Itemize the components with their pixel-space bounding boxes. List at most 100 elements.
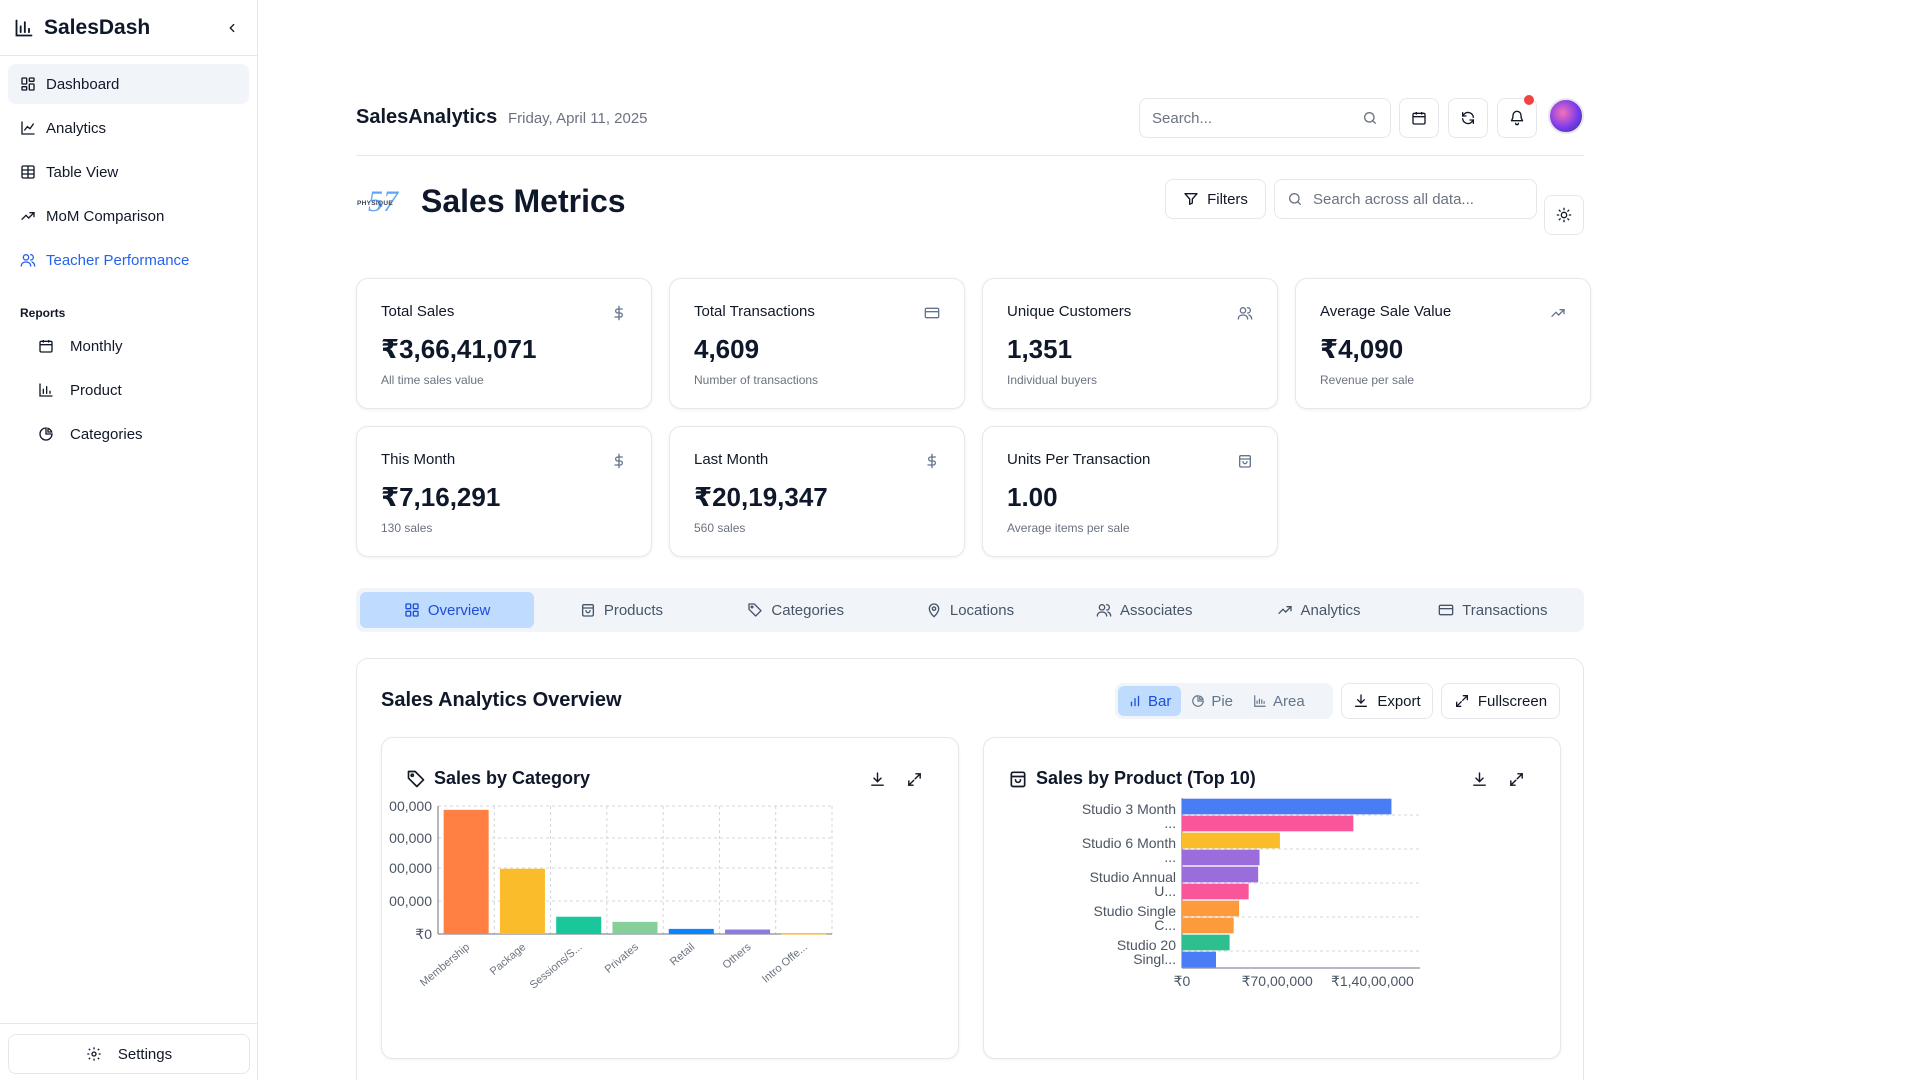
current-date: Friday, April 11, 2025 [508, 110, 648, 127]
user-avatar[interactable] [1548, 98, 1584, 134]
metric-card-this-month: This Month ₹7,16,291 130 sales [356, 426, 652, 557]
svg-text:PHYSIQUE: PHYSIQUE [357, 200, 393, 207]
users-icon [20, 253, 36, 267]
sidebar-item-mom-comparison[interactable]: MoM Comparison [8, 196, 249, 236]
refresh-button[interactable] [1448, 98, 1488, 138]
fullscreen-button[interactable]: Fullscreen [1441, 683, 1560, 719]
chart-type-pie[interactable]: Pie [1181, 686, 1243, 716]
tab-label: Overview [427, 601, 491, 619]
filter-icon [1184, 193, 1198, 205]
tab-label: Associates [1119, 601, 1193, 619]
data-search-input[interactable] [1313, 190, 1524, 208]
y-tick-label: C... [1154, 917, 1176, 933]
users-icon [1237, 307, 1253, 320]
export-label: Export [1377, 692, 1421, 710]
export-button[interactable]: Export [1341, 683, 1433, 719]
metric-card-unique-customers: Unique Customers 1,351 Individual buyers [982, 278, 1278, 409]
tab-label: Categories [771, 601, 844, 619]
notifications-button[interactable] [1497, 95, 1537, 138]
chart-download-button[interactable] [1468, 768, 1490, 790]
metric-title: Unique Customers [1007, 303, 1132, 320]
credit-card-icon [924, 307, 940, 319]
metric-subtitle: 130 sales [381, 521, 433, 535]
chart-expand-button[interactable] [903, 768, 925, 790]
sidebar-item-teacher-performance[interactable]: Teacher Performance [8, 240, 249, 280]
bell-icon [1510, 110, 1524, 126]
metric-value: 1.00 [1007, 482, 1058, 512]
map-pin-icon [928, 603, 940, 618]
metric-value: ₹3,66,41,071 [381, 334, 537, 364]
trending-up-icon [1551, 309, 1565, 317]
chart-type-bar[interactable]: Bar [1118, 686, 1182, 716]
tab-overview[interactable]: Overview [360, 592, 535, 628]
x-tick-label: Retail [668, 941, 697, 968]
tab-locations[interactable]: Locations [883, 592, 1057, 628]
shopping-bag-icon [581, 604, 594, 617]
y-tick-label: Singl... [1133, 951, 1176, 967]
y-tick-label: ₹0 [415, 926, 432, 942]
tag-icon [407, 770, 425, 788]
data-search[interactable] [1274, 179, 1537, 219]
page-header: 57 PHYSIQUE Sales Metrics Filters [356, 175, 1584, 235]
tab-transactions[interactable]: Transactions [1406, 592, 1580, 628]
sidebar-nav: Dashboard Analytics Table View MoM Compa… [0, 56, 257, 292]
sidebar-item-table-view[interactable]: Table View [8, 152, 249, 192]
chart-download-button[interactable] [866, 768, 888, 790]
sidebar-item-categories[interactable]: Categories [8, 414, 249, 454]
calendar-button[interactable] [1399, 98, 1439, 138]
search-input[interactable] [1152, 109, 1362, 127]
sidebar-item-monthly[interactable]: Monthly [8, 326, 249, 366]
metric-card-total-transactions: Total Transactions 4,609 Number of trans… [669, 278, 965, 409]
dollar-icon [927, 453, 936, 469]
bar-6 [1182, 900, 1240, 917]
dollar-icon [614, 453, 623, 469]
theme-toggle-button[interactable] [1544, 195, 1584, 235]
tab-associates[interactable]: Associates [1057, 592, 1231, 628]
metric-subtitle: Number of transactions [694, 373, 819, 387]
collapse-sidebar-button[interactable] [221, 17, 243, 39]
users-icon [1096, 604, 1112, 617]
tab-products[interactable]: Products [534, 592, 708, 628]
tab-categories[interactable]: Categories [709, 592, 883, 628]
sales-by-product-chart: ₹0 ₹70,00,000 ₹1,40,00,000 Studio 3 Month..… [1082, 798, 1420, 989]
trending-up-icon [1277, 606, 1292, 614]
refresh-icon [1462, 111, 1474, 125]
sidebar-item-label: Categories [70, 425, 143, 443]
y-tick-label: 00,000 [389, 860, 432, 876]
settings-button[interactable]: Settings [8, 1034, 250, 1074]
gear-icon [87, 1047, 101, 1061]
maximize-icon [907, 772, 921, 786]
pie-chart-icon [39, 427, 53, 441]
filters-label: Filters [1207, 190, 1248, 208]
sidebar-item-analytics[interactable]: Analytics [8, 108, 249, 148]
bar-4 [1182, 866, 1259, 883]
physique57-logo: 57 PHYSIQUE [357, 185, 400, 218]
bar-1 [1182, 815, 1354, 832]
sidebar-item-label: Dashboard [46, 75, 120, 93]
metric-value: 1,351 [1007, 334, 1073, 364]
chart-type-switcher: Bar Pie Area [1115, 683, 1333, 719]
reports-section-label: Reports [20, 306, 66, 320]
filters-button[interactable]: Filters [1165, 179, 1266, 219]
metric-title: This Month [381, 451, 456, 468]
chart-expand-button[interactable] [1505, 768, 1527, 790]
page-title: Sales Metrics [421, 183, 626, 219]
bar-2 [556, 916, 602, 934]
tab-label: Products [603, 601, 664, 619]
area-chart-icon [1254, 695, 1266, 707]
section-tabs: Overview Products Categories Locations A… [356, 588, 1584, 632]
sidebar-item-label: Teacher Performance [46, 251, 190, 269]
shopping-bag-icon [1239, 455, 1251, 468]
sidebar-item-label: MoM Comparison [46, 207, 165, 225]
tab-analytics[interactable]: Analytics [1231, 592, 1405, 628]
metric-subtitle: 560 sales [694, 521, 746, 535]
global-search[interactable] [1139, 98, 1391, 138]
sidebar-item-dashboard[interactable]: Dashboard [8, 64, 249, 104]
chart-type-area[interactable]: Area [1243, 686, 1315, 716]
sidebar-item-product[interactable]: Product [8, 370, 249, 410]
x-tick-label: ₹70,00,000 [1242, 973, 1313, 989]
x-tick-label: Intro Offe... [760, 941, 810, 985]
svg-text:57: 57 [368, 185, 400, 218]
tab-label: Transactions [1462, 601, 1548, 619]
